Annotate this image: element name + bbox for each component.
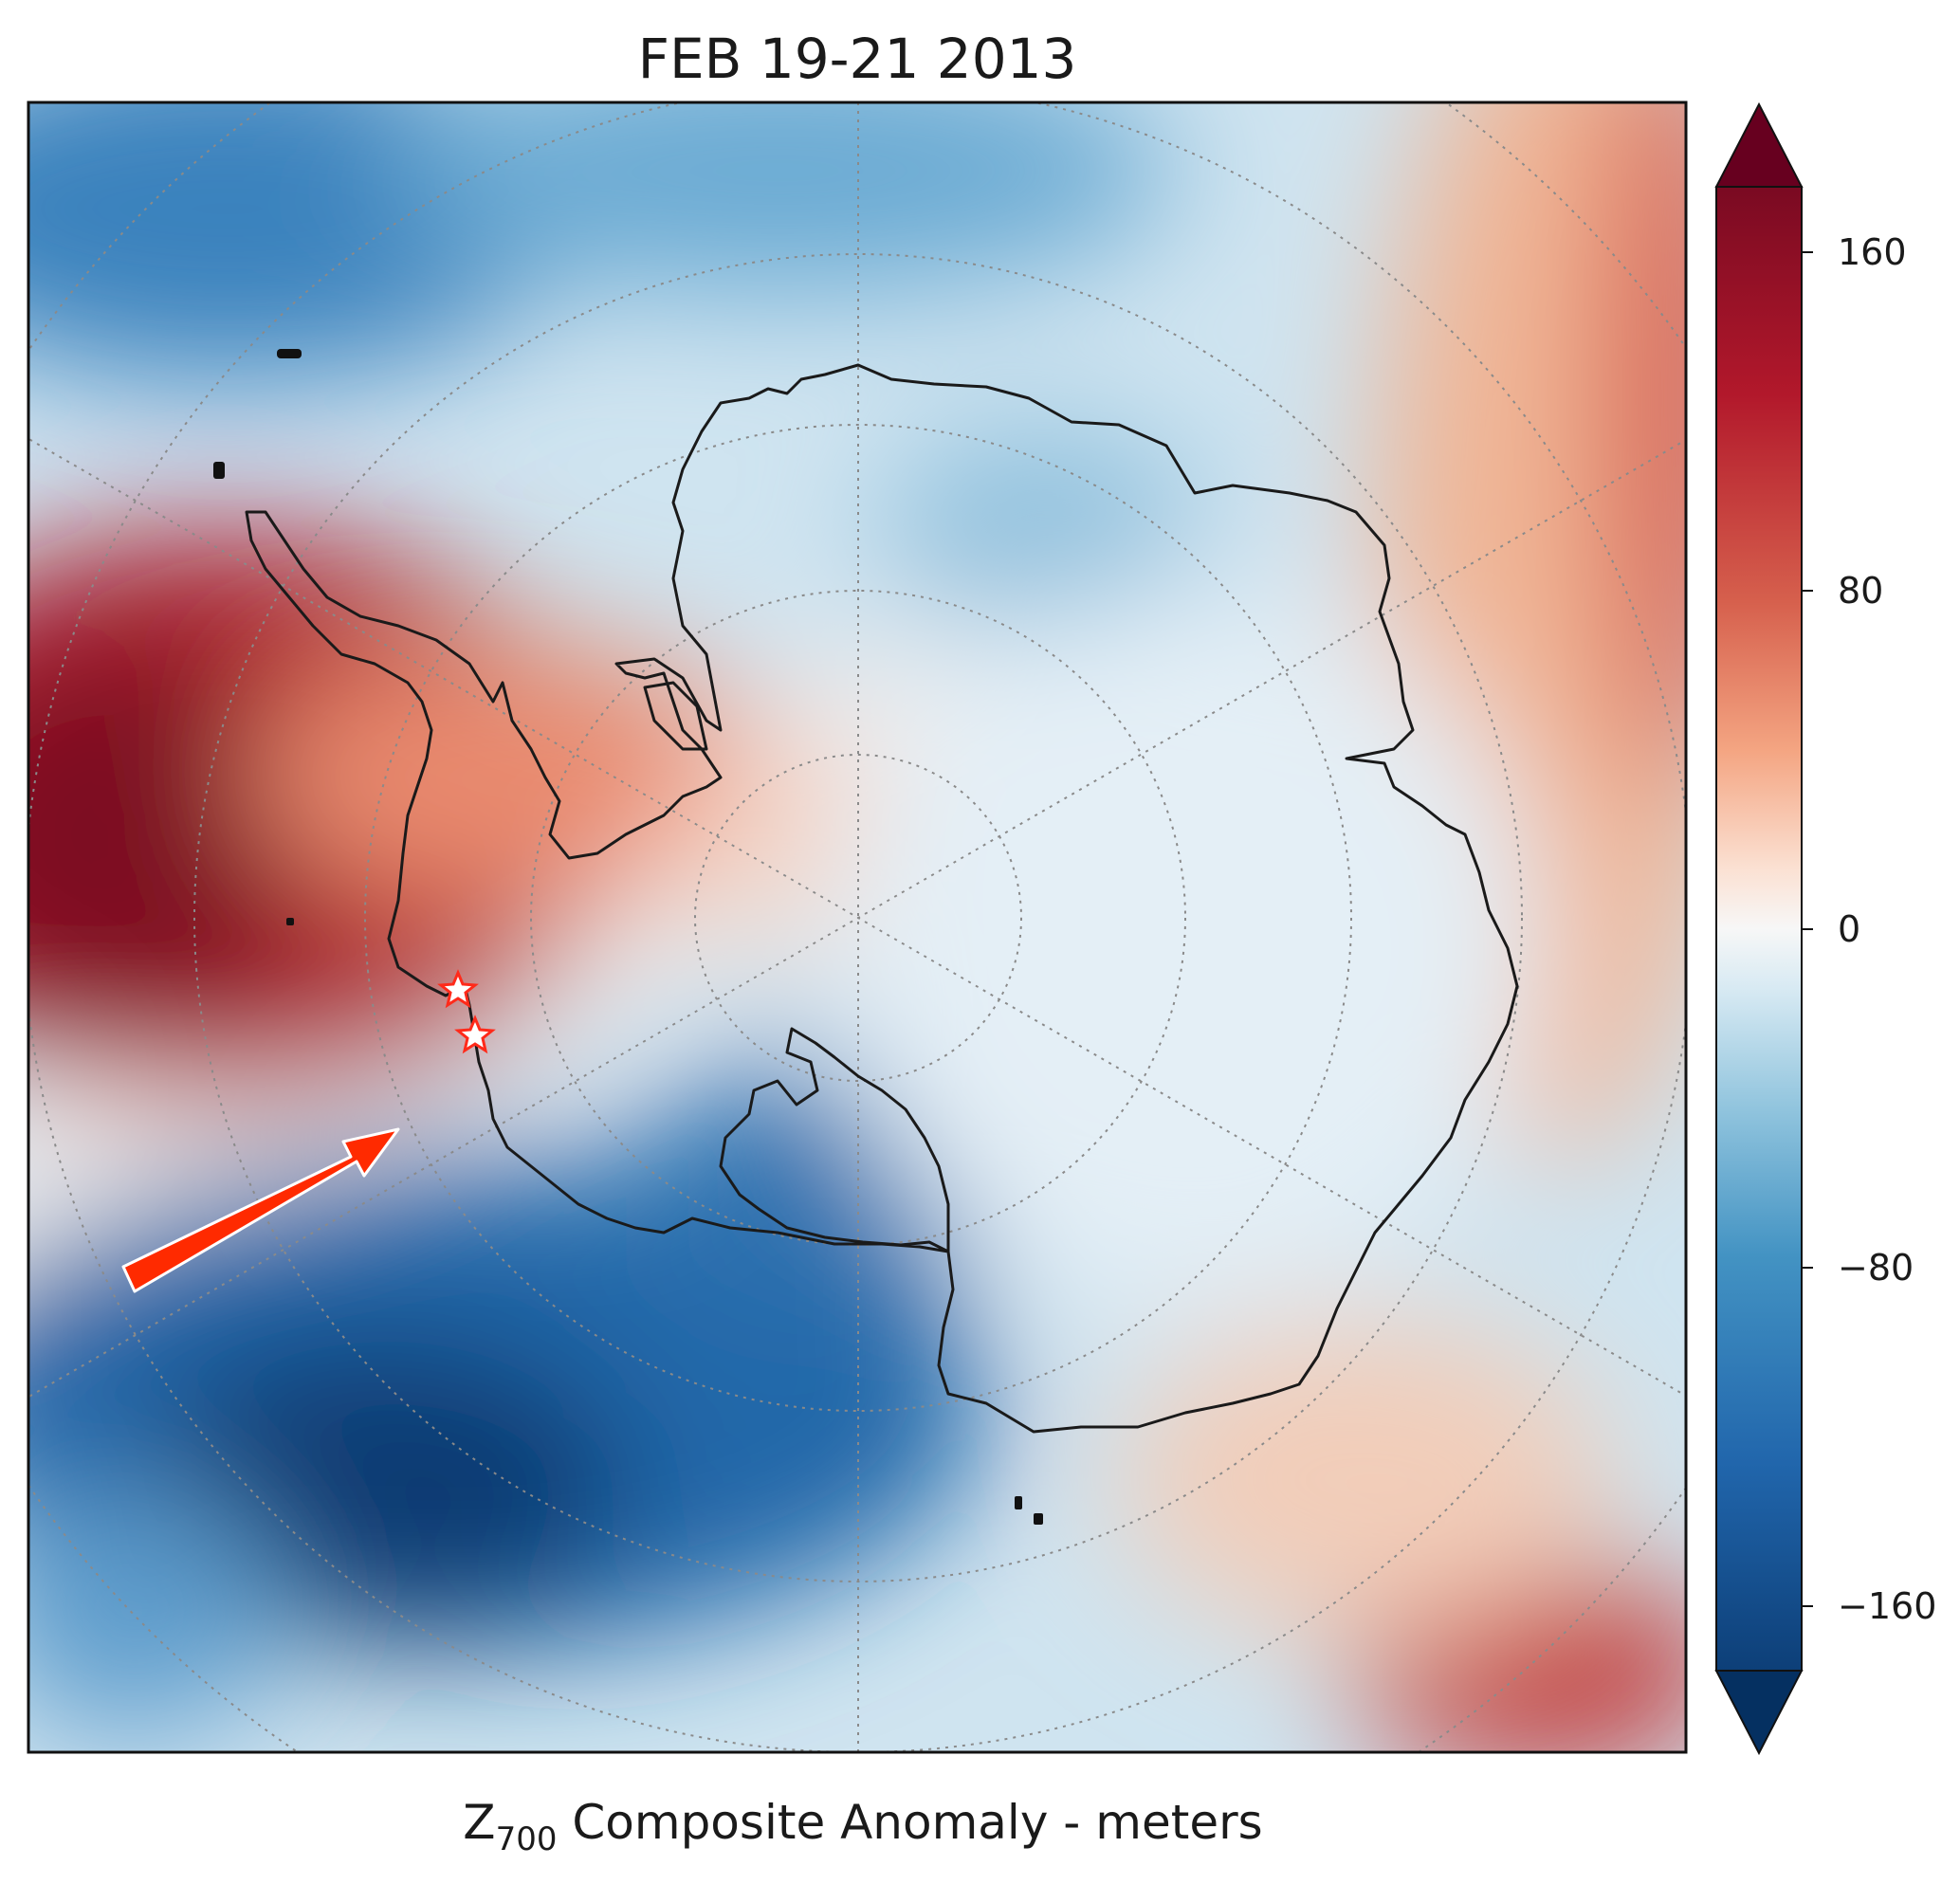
caption-symbol: Z bbox=[463, 1795, 496, 1850]
colorbar-min-extend bbox=[1714, 1670, 1804, 1756]
antarctica-coastline bbox=[245, 363, 1519, 1434]
station-star-marker-south bbox=[454, 1015, 496, 1054]
colorbar-tick-label: −80 bbox=[1838, 1247, 1914, 1289]
station-star-markers bbox=[437, 969, 496, 1054]
colorbar-tick-label: 80 bbox=[1838, 570, 1884, 612]
colorbar-max-extend bbox=[1714, 101, 1804, 188]
anomaly-field bbox=[28, 102, 1686, 1752]
islands bbox=[213, 349, 1043, 1525]
colorbar-tick-label: −160 bbox=[1838, 1585, 1937, 1627]
station-star-marker-north bbox=[437, 969, 479, 1009]
map-title: FEB 19-21 2013 bbox=[637, 27, 1077, 91]
colorbar-tick-label: 160 bbox=[1838, 231, 1907, 273]
caption-subscript: 700 bbox=[495, 1820, 558, 1858]
colorbar-tick-label: 0 bbox=[1838, 908, 1861, 950]
caption-text: Composite Anomaly - meters bbox=[557, 1795, 1263, 1850]
highlight-arrow bbox=[121, 1127, 400, 1293]
colorbar-scale bbox=[1715, 186, 1803, 1672]
colorbar-caption: Z700 Composite Anomaly - meters bbox=[0, 1792, 1726, 1870]
colorbar bbox=[1714, 101, 1813, 1756]
map-frame bbox=[27, 101, 1688, 1754]
